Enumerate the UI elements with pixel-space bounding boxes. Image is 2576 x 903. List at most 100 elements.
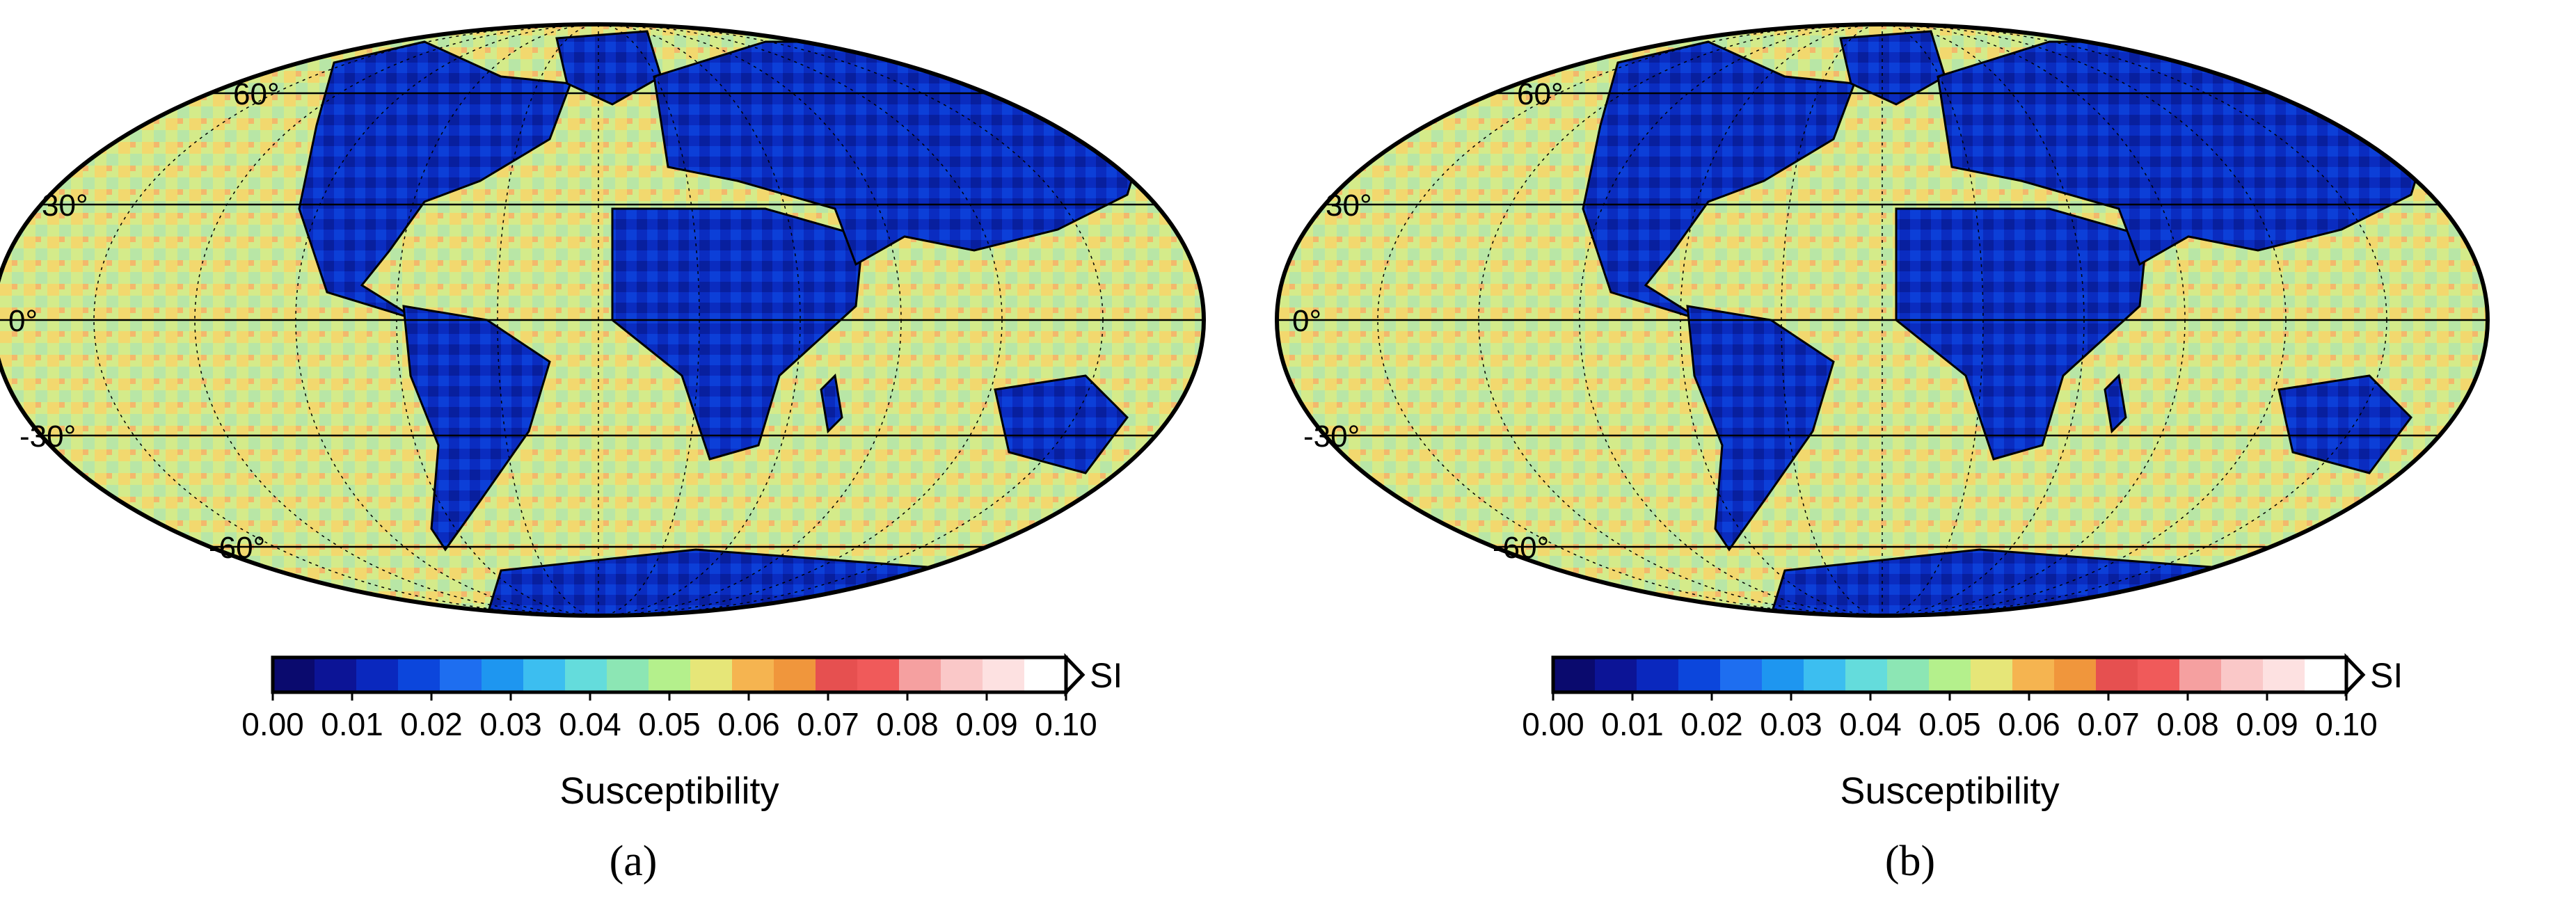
colorbar-swatch: [1762, 657, 1804, 692]
colorbar-tick-label: 0.08: [2156, 706, 2219, 742]
colorbar-title: Susceptibility: [559, 770, 779, 812]
colorbar-tick-label: 0.03: [479, 706, 542, 742]
africa: [611, 207, 864, 461]
colorbar-swatch: [1553, 657, 1596, 692]
map-panel-b: 60° 30° 0° -30° -60°: [1275, 22, 2490, 618]
colorbar-swatch: [2179, 657, 2222, 692]
colorbar-swatch: [1678, 657, 1721, 692]
colorbar-swatch: [273, 657, 315, 692]
colorbar-swatch: [315, 657, 357, 692]
colorbar-tick-label: 0.00: [1522, 706, 1584, 742]
colorbar-swatches: [1553, 657, 2347, 692]
colorbar-swatch: [565, 657, 607, 692]
colorbar-swatch: [1720, 657, 1763, 692]
colorbar-tick-label: 0.07: [2077, 706, 2140, 742]
colorbar-tick-label: 0.03: [1760, 706, 1822, 742]
colorbar-swatch: [607, 657, 649, 692]
colorbar-swatch: [2012, 657, 2055, 692]
colorbar-swatch: [482, 657, 524, 692]
colorbar-overflow-triangle: [1064, 653, 1086, 697]
south-america: [1686, 305, 1835, 552]
colorbar-swatch: [1637, 657, 1679, 692]
lat-label-30: 30°: [1326, 189, 1372, 223]
lat-label-neg30: -30°: [1303, 419, 1360, 454]
colorbar-tick-label: 0.05: [1918, 706, 1981, 742]
colorbar-swatch: [1595, 657, 1637, 692]
lat-label-neg30: -30°: [19, 419, 76, 454]
colorbar-swatch: [1845, 657, 1888, 692]
australia: [994, 374, 1129, 474]
north-america: [1582, 40, 1857, 321]
colorbar-swatch: [2054, 657, 2097, 692]
colorbar-swatch: [2096, 657, 2138, 692]
colorbar-swatch: [2305, 657, 2347, 692]
colorbar-tick-label: 0.08: [876, 706, 939, 742]
colorbar-swatch: [899, 657, 941, 692]
map-frame: [1275, 22, 2490, 618]
colorbar-swatch: [1024, 657, 1067, 692]
colorbar-tick-label: 0.02: [1680, 706, 1743, 742]
colorbar-tick-label: 0.06: [717, 706, 780, 742]
south-america: [402, 305, 551, 552]
colorbar-panel-b: SI 0.00 0.01 0.02 0.03 0.04 0.05 0.06 0.07 0.08 0…: [1522, 653, 2403, 885]
greenland: [1839, 30, 1946, 106]
colorbar-swatch: [356, 657, 399, 692]
colorbar-tick-label: 0.09: [2236, 706, 2298, 742]
colorbar-tick-label: 0.04: [559, 706, 621, 742]
colorbar-tick-label: 0.01: [1601, 706, 1664, 742]
colorbar-swatches: [273, 657, 1067, 692]
colorbar-tick-label: 0.05: [638, 706, 701, 742]
panel-caption-a: (a): [610, 838, 658, 885]
colorbar-tick-label: 0.10: [1035, 706, 1097, 742]
madagascar: [820, 373, 843, 434]
north-america: [298, 40, 573, 321]
colorbar-swatch: [440, 657, 482, 692]
colorbar-tick-label: 0.10: [2315, 706, 2378, 742]
colorbar-tick-label: 0.06: [1998, 706, 2060, 742]
colorbar-swatch: [398, 657, 440, 692]
lat-label-30: 30°: [42, 189, 88, 223]
colorbar-unit: SI: [2370, 656, 2403, 695]
colorbar-swatch: [857, 657, 900, 692]
colorbar-tick-label: 0.07: [797, 706, 859, 742]
colorbar-swatch: [1804, 657, 1846, 692]
lat-label-neg60: -60°: [209, 531, 265, 565]
colorbar-swatch: [2263, 657, 2305, 692]
colorbar-tick-label: 0.01: [321, 706, 383, 742]
colorbar-panel-a: SI 0.00 0.01 0.02 0.03 0.04 0.05 0.06 0.07 0.08 0…: [241, 653, 1122, 885]
panel-caption-b: (b): [1885, 838, 1935, 885]
colorbar-swatch: [2138, 657, 2180, 692]
colorbar-swatch: [649, 657, 691, 692]
colorbar-swatch: [941, 657, 983, 692]
colorbar-swatch: [816, 657, 858, 692]
colorbar-tick-label: 0.04: [1839, 706, 1902, 742]
colorbar-swatch: [690, 657, 733, 692]
map-panel-a: 60° 30° 0° -30° -60°: [0, 22, 1206, 618]
colorbar-swatch: [983, 657, 1025, 692]
lat-label-0: 0°: [1292, 304, 1321, 338]
greenland: [555, 30, 662, 106]
colorbar-title: Susceptibility: [1840, 770, 2059, 812]
colorbar-swatch: [1887, 657, 1930, 692]
lat-label-60: 60°: [233, 77, 280, 111]
colorbar-tick-label: 0.00: [241, 706, 304, 742]
lat-label-60: 60°: [1517, 77, 1564, 111]
colorbar-unit: SI: [1090, 656, 1122, 695]
lat-label-neg60: -60°: [1493, 531, 1549, 565]
colorbar-tick-labels: 0.00 0.01 0.02 0.03 0.04 0.05 0.06 0.07 0.08 0.09…: [1522, 692, 2378, 742]
australia: [2277, 374, 2412, 474]
colorbar-tick-label: 0.09: [955, 706, 1018, 742]
madagascar: [2104, 373, 2127, 434]
colorbar-swatch: [2221, 657, 2264, 692]
colorbar-tick-label: 0.02: [400, 706, 463, 742]
colorbar-swatch: [1971, 657, 2013, 692]
colorbar-swatch: [732, 657, 774, 692]
colorbar-tick-labels: 0.00 0.01 0.02 0.03 0.04 0.05 0.06 0.07 0.08 0.09…: [241, 692, 1097, 742]
colorbar-swatch: [523, 657, 566, 692]
africa: [1895, 207, 2148, 461]
colorbar-swatch: [774, 657, 816, 692]
colorbar-overflow-triangle: [2344, 653, 2366, 697]
map-frame: [0, 22, 1206, 618]
colorbar-swatch: [1929, 657, 1971, 692]
